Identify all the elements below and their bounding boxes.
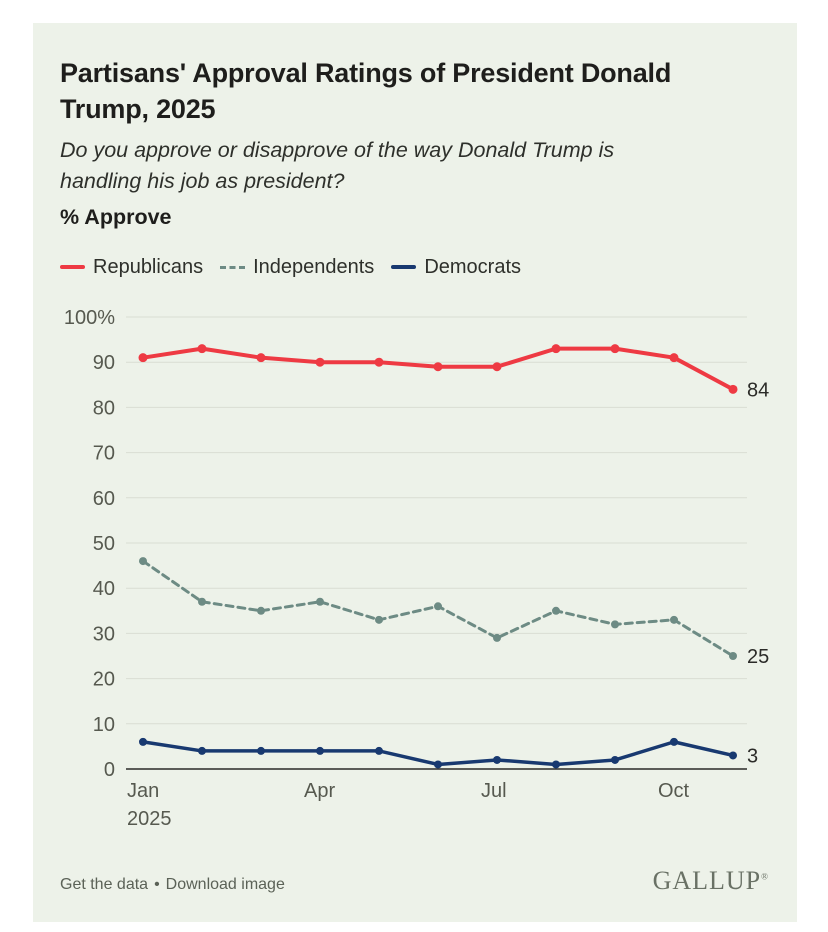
legend-item-republicans: Republicans	[60, 256, 203, 279]
legend-label-independents: Independents	[253, 255, 375, 278]
data-point[interactable]	[552, 606, 560, 615]
y-axis-tick-label: 40	[93, 578, 115, 600]
data-point[interactable]	[433, 362, 443, 372]
footer-separator: •	[154, 876, 160, 893]
data-point[interactable]	[729, 652, 737, 660]
data-point[interactable]	[374, 357, 384, 367]
legend-item-democrats: Democrats	[391, 256, 521, 279]
data-point[interactable]	[139, 557, 147, 566]
y-axis-tick-label: 70	[93, 443, 115, 465]
data-point[interactable]	[611, 620, 619, 629]
data-point[interactable]	[611, 755, 619, 764]
legend-label-democrats: Democrats	[424, 255, 522, 278]
data-point[interactable]	[316, 597, 324, 606]
data-point[interactable]	[670, 615, 678, 624]
data-point[interactable]	[256, 353, 266, 363]
y-axis-tick-label: 30	[93, 623, 115, 645]
x-axis-year-label: 2025	[127, 808, 172, 830]
data-point[interactable]	[434, 602, 442, 611]
republicans-line-swatch	[60, 265, 85, 269]
series-end-label-democrats: 3	[747, 745, 758, 767]
data-point[interactable]	[316, 746, 324, 755]
chart-card: Partisans' Approval Ratings of President…	[33, 23, 797, 922]
y-axis-tick-label: 0	[104, 759, 115, 781]
gallup-wordmark: GALLUP	[652, 866, 762, 895]
registered-mark: ®	[761, 871, 768, 882]
data-point[interactable]	[728, 384, 738, 394]
data-point[interactable]	[551, 344, 561, 354]
data-point[interactable]	[552, 760, 560, 769]
x-axis-tick-label: Jan	[127, 780, 159, 802]
y-axis-tick-label: 80	[93, 397, 115, 419]
data-point[interactable]	[610, 344, 620, 354]
y-axis-tick-label: 90	[93, 352, 115, 374]
data-point[interactable]	[493, 755, 501, 764]
get-data-link[interactable]: Get the data	[60, 876, 149, 893]
data-point[interactable]	[139, 737, 147, 746]
x-axis-tick-label: Apr	[304, 780, 335, 802]
data-point[interactable]	[669, 353, 679, 363]
data-point[interactable]	[434, 760, 442, 769]
data-point[interactable]	[138, 353, 148, 363]
chart-footer: Get the data • Download image GALLUP®	[60, 868, 768, 894]
series-end-label-independents: 25	[747, 646, 769, 668]
y-axis-tick-label: 100%	[64, 307, 115, 329]
y-axis-tick-label: 20	[93, 669, 115, 691]
data-point[interactable]	[729, 751, 737, 760]
y-axis-tick-label: 50	[93, 533, 115, 555]
chart-title: Partisans' Approval Ratings of President…	[60, 58, 672, 124]
data-point[interactable]	[670, 737, 678, 746]
data-point[interactable]	[375, 746, 383, 755]
y-axis-tick-label: 60	[93, 488, 115, 510]
data-point[interactable]	[257, 606, 265, 615]
measure-label: % Approve	[60, 204, 172, 229]
data-point[interactable]	[492, 362, 502, 372]
legend-item-independents: Independents	[220, 256, 374, 279]
x-axis-tick-label: Jul	[481, 780, 507, 802]
footer-links: Get the data • Download image	[60, 876, 285, 894]
data-point[interactable]	[197, 344, 207, 354]
gallup-logo: GALLUP®	[653, 868, 768, 894]
data-point[interactable]	[198, 597, 206, 606]
data-point[interactable]	[493, 633, 501, 642]
data-point[interactable]	[375, 615, 383, 624]
legend: Republicans Independents Democrats	[60, 256, 770, 279]
data-point[interactable]	[198, 746, 206, 755]
data-point[interactable]	[257, 746, 265, 755]
data-point[interactable]	[315, 357, 325, 367]
legend-label-republicans: Republicans	[93, 255, 204, 278]
approval-trend-chart[interactable]: 0 10 20 30 40 50 60 70 80 90 100% Jan 2025 Apr Jul Oct 2…	[33, 293, 797, 853]
series-end-label-republicans: 84	[747, 379, 769, 401]
y-axis-tick-label: 10	[93, 714, 115, 736]
download-image-link[interactable]: Download image	[165, 876, 285, 893]
x-axis-tick-label: Oct	[658, 780, 690, 802]
democrats-line-swatch	[391, 265, 417, 269]
independents-line-swatch	[220, 265, 246, 269]
survey-question: Do you approve or disapprove of the way …	[60, 138, 615, 194]
